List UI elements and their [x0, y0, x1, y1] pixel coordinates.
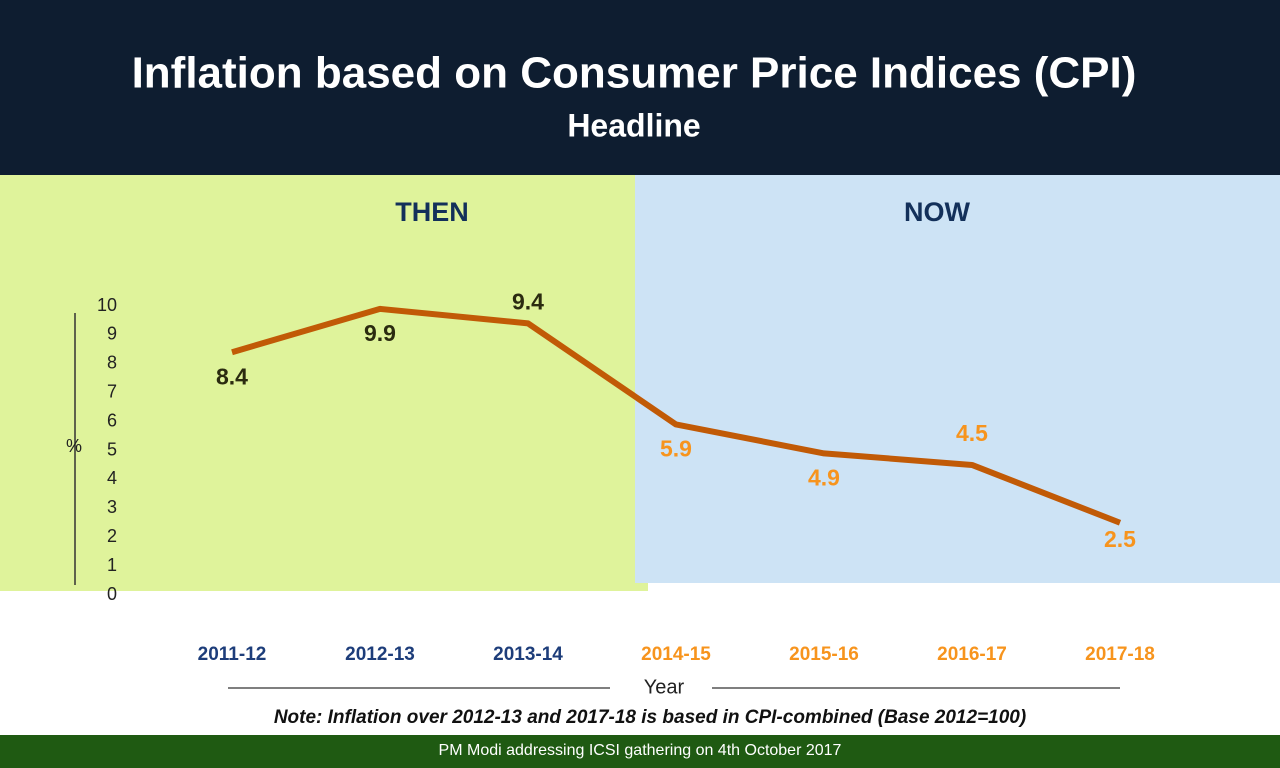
line	[231, 305, 1122, 526]
footer-background	[0, 735, 1280, 768]
y-tick-label: 6	[107, 410, 117, 430]
header-background	[0, 0, 1280, 175]
x-tick-label: 2015-16	[789, 644, 859, 665]
x-tick-label: 2014-15	[641, 644, 711, 665]
y-tick-label: 8	[107, 353, 117, 373]
chart-title: Inflation based on Consumer Price Indice…	[132, 49, 1137, 98]
x-tick-label: 2013-14	[493, 644, 563, 665]
value-label: 9.4	[512, 288, 544, 314]
value-label: 2.5	[1104, 526, 1136, 552]
then-panel	[0, 175, 648, 591]
y-tick-label: 10	[97, 295, 117, 315]
chart-subtitle: Headline	[567, 107, 700, 143]
value-label: 4.9	[808, 464, 840, 490]
value-label: 9.9	[364, 320, 396, 346]
note: Note: Inflation over 2012-13 and 2017-18…	[274, 707, 1026, 728]
value-label: 8.4	[216, 363, 248, 389]
y-tick-label: 0	[107, 584, 117, 604]
value-label: 4.5	[956, 420, 988, 446]
value-label: 5.9	[660, 436, 692, 462]
x-tick-label: 2017-18	[1085, 644, 1155, 665]
x-tick-label: 2016-17	[937, 644, 1007, 665]
x-tick-label: 2011-12	[198, 644, 267, 665]
y-tick-label: 5	[107, 439, 117, 459]
y-tick-label: 2	[107, 526, 117, 546]
x-axis-label: Year	[644, 676, 685, 698]
y-tick-label: 3	[107, 497, 117, 517]
y-axis-label: %	[66, 436, 82, 456]
y-tick-label: 1	[107, 555, 117, 575]
y-tick-label: 7	[107, 381, 117, 401]
period-label: THEN	[395, 197, 469, 227]
y-tick-label: 9	[107, 324, 117, 344]
x-tick-label: 2012-13	[345, 644, 415, 665]
footer: PM Modi addressing ICSI gathering on 4th…	[439, 742, 842, 759]
now-panel	[635, 175, 1280, 583]
period-label: NOW	[904, 197, 971, 227]
y-tick-label: 4	[107, 468, 117, 488]
